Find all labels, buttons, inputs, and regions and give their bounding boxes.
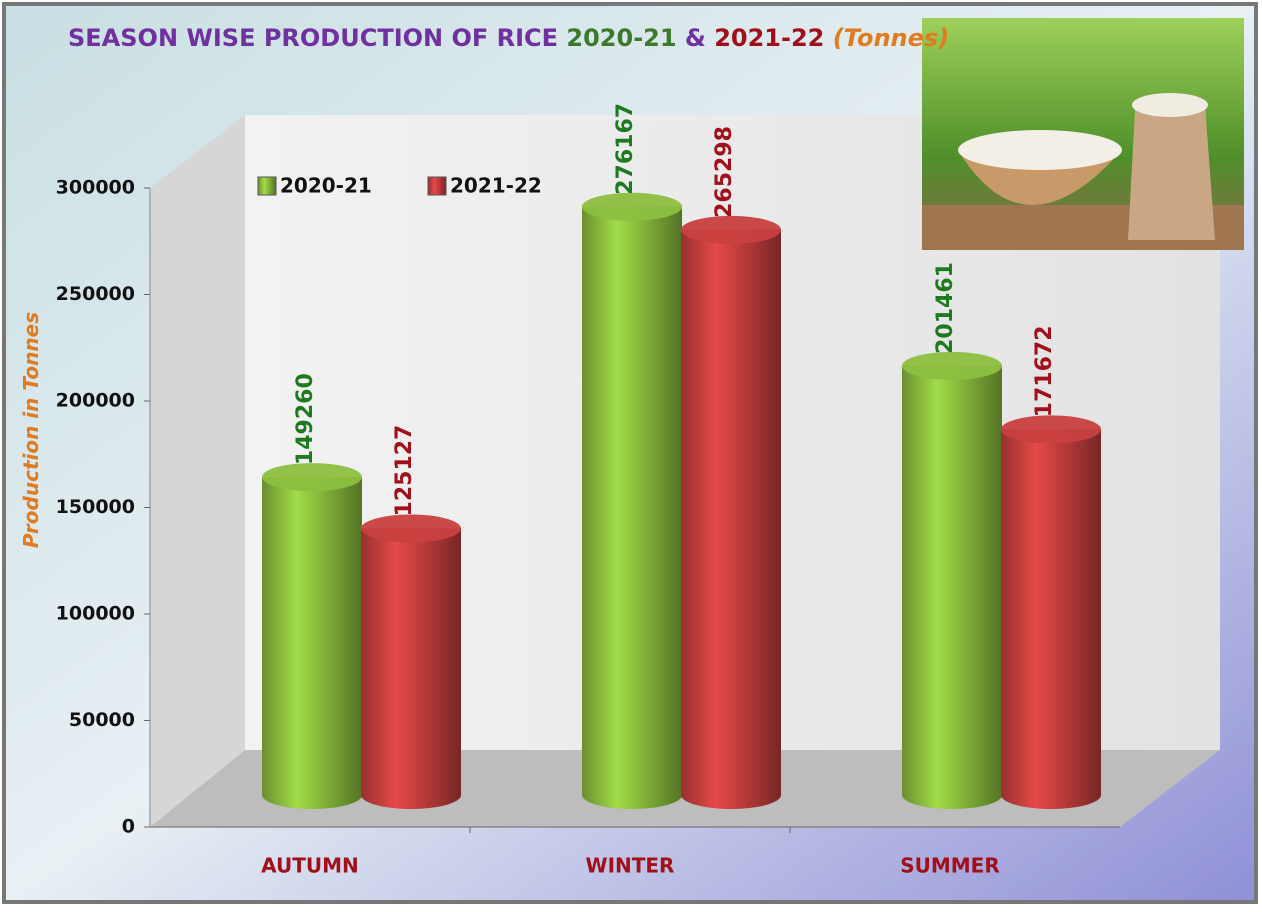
page: {"chart_data": {"type": "bar", "title": … <box>0 0 1262 908</box>
legend-swatch <box>258 177 276 195</box>
bar-cap <box>582 193 682 221</box>
bar-cap <box>262 463 362 491</box>
y-tick-label: 200000 <box>56 390 135 412</box>
bar <box>1001 429 1101 809</box>
bar-cap <box>1001 415 1101 443</box>
title-part: & <box>685 24 706 52</box>
bar <box>262 477 362 809</box>
bar-cap <box>902 352 1002 380</box>
y-tick-label: 50000 <box>69 709 135 731</box>
value-label: 125127 <box>392 425 417 517</box>
value-label: 149260 <box>293 373 318 465</box>
photo <box>922 18 1244 250</box>
value-label: 201461 <box>933 262 958 354</box>
title-part: (Tonnes) <box>833 24 949 52</box>
bar <box>902 366 1002 809</box>
side-wall <box>150 115 245 827</box>
sack-rice <box>1132 93 1208 117</box>
x-tick-label: AUTUMN <box>261 854 359 878</box>
value-label: 265298 <box>712 126 737 218</box>
y-tick-label: 250000 <box>56 283 135 305</box>
value-label: 171672 <box>1032 325 1057 417</box>
y-tick-label: 150000 <box>56 496 135 518</box>
sack <box>1128 105 1215 240</box>
legend-label: 2020-21 <box>280 174 372 198</box>
y-tick-label: 0 <box>122 816 135 838</box>
y-tick-label: 100000 <box>56 603 135 625</box>
y-axis-title: Production in Tonnes <box>19 312 43 548</box>
title-part: 2021-22 <box>714 24 824 52</box>
bar-cap <box>361 514 461 542</box>
legend-swatch <box>428 177 446 195</box>
chart-title: SEASON WISE PRODUCTION OF RICE 2020-21 &… <box>68 24 949 52</box>
title-part: SEASON WISE PRODUCTION OF RICE <box>68 24 558 52</box>
chart: SEASON WISE PRODUCTION OF RICE 2020-21 &… <box>0 0 1262 908</box>
bar <box>582 207 682 809</box>
legend-label: 2021-22 <box>450 174 542 198</box>
x-tick-label: SUMMER <box>900 854 1000 878</box>
title-part: 2020-21 <box>566 24 676 52</box>
value-label: 276167 <box>613 103 638 195</box>
y-tick-label: 300000 <box>56 177 135 199</box>
x-tick-label: WINTER <box>586 854 675 878</box>
bar <box>361 528 461 809</box>
bar-cap <box>681 216 781 244</box>
rice <box>958 130 1122 170</box>
bar <box>681 230 781 809</box>
